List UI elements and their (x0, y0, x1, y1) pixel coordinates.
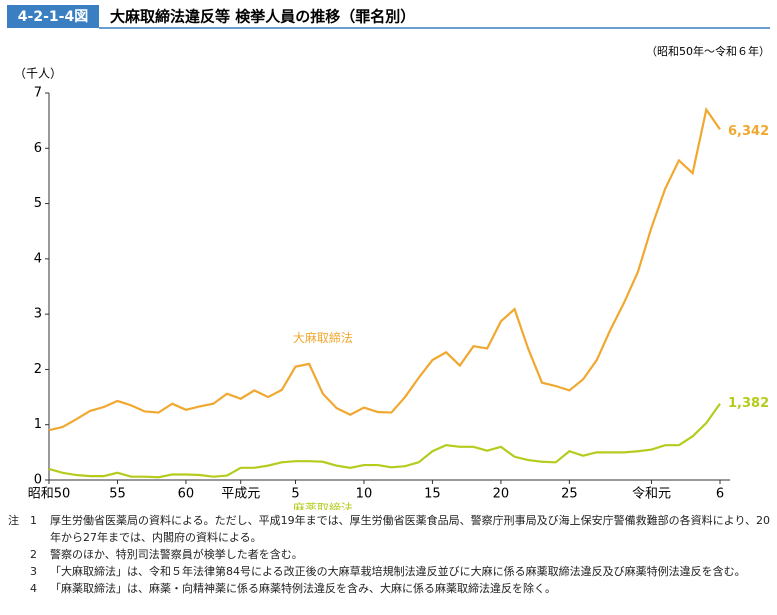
figure-box (7, 5, 99, 28)
x-tick-label: 昭和50 (28, 487, 71, 502)
x-tick-label: 55 (109, 487, 126, 502)
figure-no: 4-2-1-4図 (18, 9, 88, 25)
value-label: 1,382 (728, 396, 769, 411)
x-tick-label: 15 (424, 487, 441, 502)
notes: 注 1 厚生労働省医薬局の資料による。ただし、平成19年までは、厚生労働省医薬食品局… (8, 512, 773, 597)
y-tick-label: 3 (34, 307, 42, 322)
value-label: 6,342 (728, 124, 769, 139)
y-tick-label: 5 (34, 196, 42, 211)
x-tick-label: 6 (716, 487, 724, 502)
note-mark: 注 (8, 514, 19, 527)
note-text: 「大麻取締法」は、令和５年法律第84号による改正後の大麻草栽培規制法違反並びに大… (50, 565, 746, 578)
x-tick-label: 平成元 (221, 487, 260, 502)
note-text: 「麻薬取締法」は、麻薬・向精神薬に係る麻薬特例法違反を含み、大麻に係る麻薬取締法… (50, 582, 556, 595)
series-line (48, 106, 721, 432)
note-num: 4 (30, 582, 37, 595)
x-tick-label: 令和元 (632, 487, 671, 502)
y-label: （千人） (14, 67, 62, 81)
x-tick-label: 20 (493, 487, 510, 502)
note-num: 2 (30, 548, 37, 561)
series-label: 麻薬取締法 (293, 500, 353, 510)
note-mark (8, 546, 30, 563)
series-label: 大麻取締法 (293, 330, 353, 345)
x-tick-label: 5 (291, 487, 299, 502)
y-tick-label: 2 (34, 362, 42, 377)
period: （昭和50年～令和６年） (646, 44, 770, 58)
note-num: 1 (30, 514, 37, 527)
x-tick-label: 25 (561, 487, 578, 502)
x-tick-label: 10 (356, 487, 373, 502)
chart: 4-2-1-4図 大麻取締法違反等 検挙人員の推移（罪名別） （昭和50年～令和… (7, 5, 770, 510)
y-tick-label: 1 (34, 417, 42, 432)
note-text: 警察のほか、特別司法警察員が検挙した者を含む。 (50, 548, 303, 561)
note: 4 「麻薬取締法」は、麻薬・向精神薬に係る麻薬特例法違反を含み、大麻に係る麻薬取締… (8, 580, 773, 597)
y-tick-label: 0 (34, 473, 42, 488)
y-tick-label: 6 (34, 141, 42, 156)
y-tick-label: 4 (34, 251, 42, 266)
note: 2 警察のほか、特別司法警察員が検挙した者を含む。 (8, 546, 773, 563)
note-mark (8, 563, 30, 580)
title: 大麻取締法違反等 検挙人員の推移（罪名別） (110, 8, 415, 26)
note: 注 1 厚生労働省医薬局の資料による。ただし、平成19年までは、厚生労働省医薬食品局… (8, 512, 773, 546)
note-text: 厚生労働省医薬局の資料による。ただし、平成19年までは、厚生労働省医薬食品局、警… (50, 514, 770, 544)
y-tick-label: 7 (34, 86, 42, 101)
note-num: 3 (30, 565, 37, 578)
x-tick-label: 60 (178, 487, 195, 502)
note: 3 「大麻取締法」は、令和５年法律第84号による改正後の大麻草栽培規制法違反並びに… (8, 563, 773, 580)
note-mark (8, 580, 30, 597)
series-line (48, 402, 721, 479)
